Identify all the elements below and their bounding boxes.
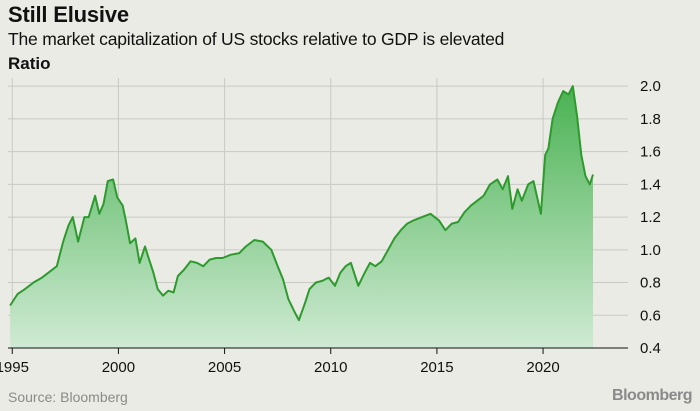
axes: 0.4 0.6 0.8 1.0 1.2 1.4 1.6 1.8 2.0 1995 2000 2005 2… [0, 78, 661, 376]
brand-logo: Bloomberg [612, 387, 692, 404]
x-tick-label: 2000 [102, 359, 135, 376]
x-tick-label: 2015 [420, 359, 453, 376]
y-tick-label: 1.2 [640, 209, 661, 226]
y-tick-label: 1.6 [640, 144, 661, 161]
data-series [9, 85, 594, 348]
x-tick-label: 2010 [314, 359, 347, 376]
y-tick-label: 1.4 [640, 176, 661, 193]
y-tick-label: 1.0 [640, 242, 661, 259]
y-tick-label: 0.8 [640, 275, 661, 292]
series-line [9, 85, 594, 322]
y-tick-label: 0.6 [640, 307, 661, 324]
chart-subtitle: The market capitalization of US stocks r… [8, 29, 505, 49]
source-note: Source: Bloomberg [8, 389, 128, 405]
chart-title: Still Elusive [8, 2, 129, 27]
x-tick-label: 2020 [526, 359, 559, 376]
y-tick-label: 2.0 [640, 78, 661, 95]
x-tick-label: 1995 [0, 359, 29, 376]
y-tick-label: 1.8 [640, 111, 661, 128]
x-tick-label: 2005 [208, 359, 241, 376]
y-axis-unit-label: Ratio [8, 54, 51, 73]
y-tick-label: 0.4 [640, 340, 661, 357]
